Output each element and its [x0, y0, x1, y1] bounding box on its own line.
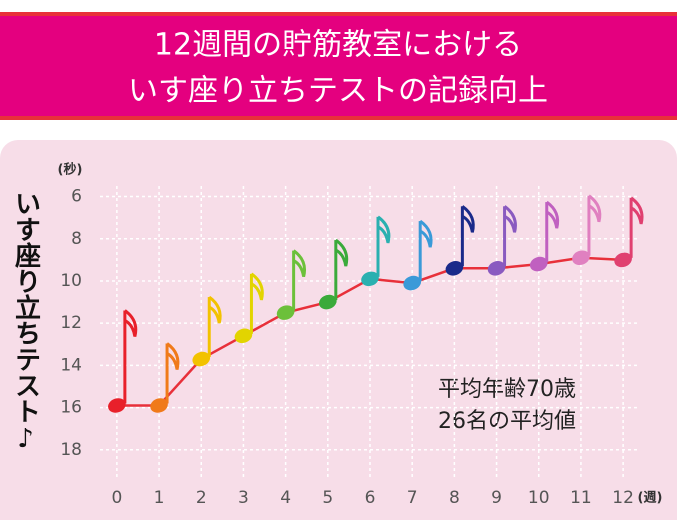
note-marker	[150, 342, 180, 413]
x-tick-label: 3	[238, 488, 249, 508]
note-marker	[319, 238, 349, 310]
note-flag	[503, 205, 517, 233]
note-flag	[377, 215, 391, 244]
note-marker	[108, 309, 138, 413]
note-marker	[234, 272, 264, 344]
note-flag	[588, 194, 602, 223]
y-tick-label: 18	[60, 440, 82, 460]
note-marker	[487, 205, 517, 276]
note-head	[403, 275, 421, 291]
note-flag	[123, 309, 138, 337]
title-rule	[0, 12, 677, 16]
x-tick-label: 12	[612, 488, 634, 508]
y-tick-label: 8	[71, 229, 82, 249]
x-tick-label: 9	[491, 488, 502, 508]
note-head	[276, 305, 295, 320]
note-flag	[334, 238, 349, 267]
note-marker	[276, 249, 306, 320]
annotation: 26名の平均値	[438, 409, 576, 434]
note-head	[108, 398, 126, 413]
note-flag	[630, 196, 644, 225]
x-tick-label: 5	[322, 488, 333, 508]
note-flag	[208, 295, 222, 324]
note-head	[445, 261, 464, 276]
note-marker	[529, 200, 560, 272]
x-tick-label: 4	[280, 488, 291, 508]
note-head	[361, 271, 379, 287]
note-head	[150, 398, 168, 413]
x-tick-label: 6	[365, 488, 376, 508]
note-head	[487, 261, 506, 276]
note-head	[529, 256, 548, 272]
y-tick-label: 16	[60, 398, 82, 418]
note-head	[234, 328, 253, 344]
x-tick-label: 2	[196, 488, 207, 508]
x-tick-label: 11	[570, 488, 592, 508]
plot-panel	[0, 140, 677, 520]
note-marker	[361, 215, 391, 287]
note-marker	[192, 295, 222, 367]
y-tick-label: 12	[60, 313, 82, 333]
chart-title: いす座り立ちテストの記録向上	[128, 74, 548, 109]
y-axis-unit: (秒)	[58, 162, 83, 178]
note-head	[614, 252, 632, 268]
title-rule	[0, 116, 677, 120]
note-flag	[292, 249, 306, 277]
y-axis-label: いす座り立ちテスト♪	[11, 190, 41, 454]
note-head	[192, 351, 211, 367]
note-flag	[250, 272, 264, 301]
note-flag	[545, 200, 560, 229]
y-tick-label: 6	[71, 187, 82, 207]
note-flag	[461, 205, 475, 233]
note-marker	[614, 196, 644, 268]
note-marker	[403, 219, 433, 291]
note-marker	[572, 194, 602, 266]
y-tick-label: 10	[60, 271, 82, 291]
x-tick-label: 7	[407, 488, 418, 508]
x-tick-label: 0	[111, 488, 122, 508]
note-head	[572, 250, 590, 266]
x-tick-label: 1	[154, 488, 165, 508]
note-head	[319, 294, 337, 310]
y-tick-label: 14	[60, 355, 82, 375]
annotation: 平均年齢70歳	[438, 377, 576, 402]
x-axis-unit: (週)	[638, 491, 663, 506]
x-tick-label: 10	[528, 488, 550, 508]
x-tick-label: 8	[449, 488, 460, 508]
title-band	[0, 14, 677, 118]
note-flag	[166, 342, 180, 370]
chart-title: 12週間の貯筋教室における	[154, 28, 522, 63]
note-flag	[419, 219, 433, 248]
note-marker	[445, 205, 475, 276]
